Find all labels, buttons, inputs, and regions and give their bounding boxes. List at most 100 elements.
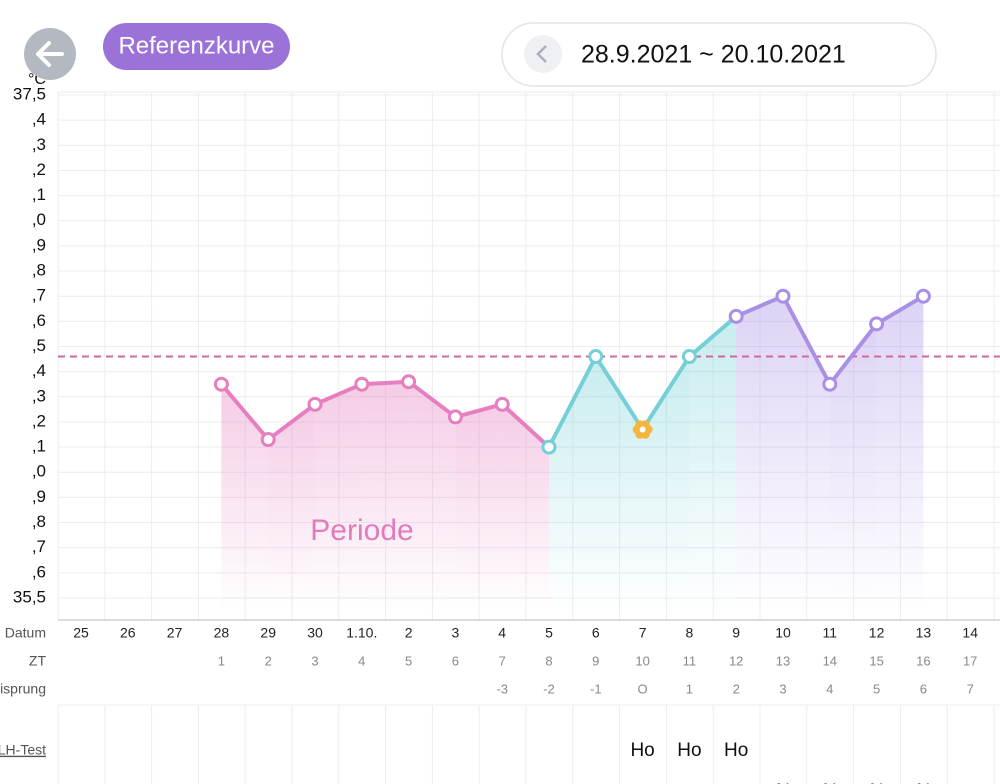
line-segment [827,321,879,387]
header: Referenzkurve 28.9.2021 ~ 20.10.2021 [24,22,937,87]
date-label: 10 [775,625,791,641]
line-segment [453,402,505,419]
data-point [213,376,229,392]
line-segment [874,294,926,326]
row-cell: 16 [916,653,930,668]
date-icon [536,45,547,63]
row-cell: 6 [452,653,459,668]
area [595,356,643,610]
row-label: Eisprung [0,681,46,697]
data-point [775,288,791,304]
line-segment [266,402,317,442]
row-cell: 2 [265,653,272,668]
row-cell: 9 [592,653,599,668]
row-cell: -2 [543,681,555,696]
y-tick-label: ,2 [32,160,46,179]
row-cell: 13 [776,653,790,668]
row-cell: 12 [729,653,743,668]
date-label: 12 [869,625,885,641]
row-label: ZT [29,653,47,669]
row-cell: -3 [496,681,508,696]
data-point [822,376,838,392]
date-label: 13 [916,625,932,641]
y-tick-label: 37,5 [13,84,46,103]
date-range: 28.9.2021 ~ 20.10.2021 [581,41,846,69]
reference-curve-button[interactable] [103,23,290,70]
data-point [307,396,323,412]
y-tick-label: ,6 [32,311,46,330]
y-tick-label: ,5 [32,336,46,355]
data-point [401,374,417,390]
row-cell: 5 [405,653,412,668]
date-label: 14 [962,625,978,641]
y-tick-label: ,8 [32,512,46,531]
chart: 35,5 ,6 ,7 ,8 ,9 ,0 ,1 ,2 ,3 ,4 ,5 ,6 ,7 ,8 ,9 ,0 ,1 ,2 ,3… [0,71,1000,784]
date-label: 1.10. [346,625,377,641]
row-cell: 4 [826,681,833,696]
data-point [494,396,510,412]
row-cell: N [870,781,884,784]
ovulation-marker [632,420,653,439]
y-tick-label: ,2 [32,411,46,430]
area [642,356,690,610]
row-cell: 4 [358,653,365,668]
data-point [260,432,276,448]
row-cell: 3 [311,653,318,668]
row-cell: 1 [218,653,225,668]
y-tick-label: ,1 [32,437,46,456]
date-range-box[interactable] [501,22,937,87]
row-cell: N [917,781,931,784]
date-label: 30 [307,625,323,641]
area [315,384,362,610]
date-label: 25 [73,625,89,641]
line-segment [313,382,364,407]
date-label: 7 [639,625,647,641]
row-cell: 8 [545,653,552,668]
date-label: 9 [732,625,740,641]
date-label: 29 [260,625,276,641]
row-cell: 2 [733,681,740,696]
row-cell: 11 [683,653,697,668]
date-icon-bg [524,35,562,73]
back-arrow [36,41,64,67]
annotation: Periode [310,514,413,547]
line-segment [359,379,411,387]
date-label: 2 [405,625,413,641]
data-point [588,349,604,365]
row-cell: Ho [630,740,654,761]
row-cell: 17 [963,653,977,668]
y-tick-label: ,0 [32,210,46,229]
line-segment [781,294,832,387]
area [549,356,596,610]
row-cell: Ho [677,740,701,761]
y-tick-label: ,9 [32,235,46,254]
date-label: 6 [592,625,600,641]
reference-curve-label: Referenzkurve [118,32,274,59]
area [876,296,924,610]
date-label: 3 [452,625,460,641]
y-tick-label: ,0 [32,462,46,481]
y-tick-label: ,3 [32,386,46,405]
row-cell: 14 [823,653,837,668]
data-point [354,376,370,392]
row-cell: O [638,681,648,696]
area [221,384,269,610]
y-tick-label: ,4 [32,361,46,380]
area [455,404,503,610]
data-point [915,288,931,304]
row-label: Datum [5,625,46,641]
data-point [681,349,697,365]
y-tick-label: 35,5 [13,587,46,606]
data-point [541,439,557,455]
row-cell: -1 [590,681,602,696]
row-cell: 7 [499,653,506,668]
date-label: 4 [498,625,506,641]
row-cell: 5 [873,681,880,696]
date-label: 27 [167,625,183,641]
row-cell: 10 [635,653,649,668]
area [783,296,830,610]
area [361,381,409,610]
line-segment [500,402,551,450]
y-tick-label: ,6 [32,562,46,581]
